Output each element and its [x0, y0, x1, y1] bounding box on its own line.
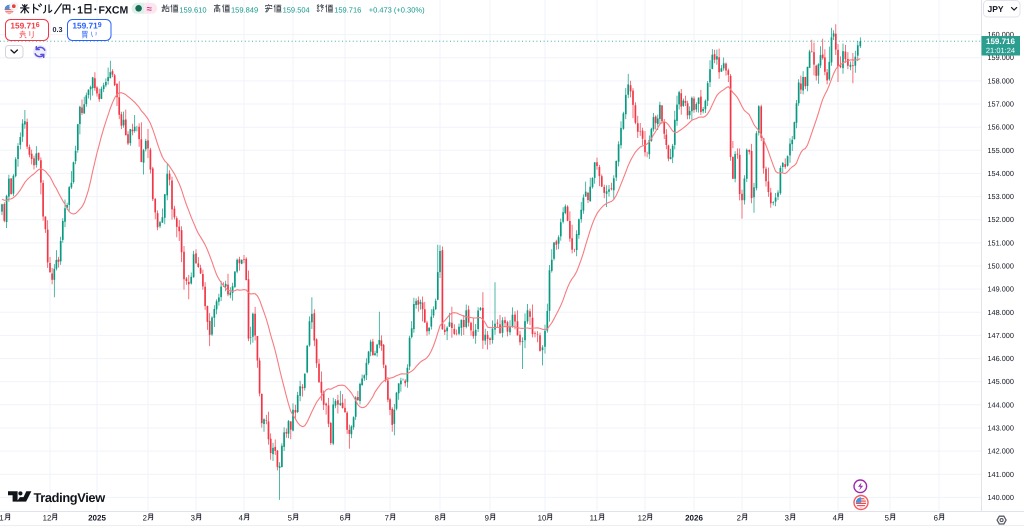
- svg-text:12: 12: [638, 513, 647, 522]
- svg-text:FXCM: FXCM: [99, 4, 129, 16]
- svg-text:2: 2: [737, 513, 741, 522]
- svg-text:TradingView: TradingView: [34, 490, 106, 505]
- svg-text:143.000: 143.000: [988, 424, 1014, 433]
- svg-text:154.000: 154.000: [988, 169, 1014, 178]
- svg-text:140.000: 140.000: [988, 493, 1014, 502]
- svg-text:6: 6: [340, 513, 344, 522]
- svg-text:JPY: JPY: [988, 4, 1004, 14]
- svg-text:7: 7: [385, 513, 389, 522]
- svg-text:159.716: 159.716: [334, 5, 361, 14]
- svg-text:147.000: 147.000: [988, 331, 1014, 340]
- svg-text:21:01:24: 21:01:24: [986, 46, 1015, 55]
- svg-text:10: 10: [538, 513, 547, 522]
- svg-text:159.849: 159.849: [231, 5, 258, 14]
- svg-text:142.000: 142.000: [988, 447, 1014, 456]
- svg-text:4: 4: [833, 513, 838, 522]
- svg-text:2: 2: [143, 513, 147, 522]
- svg-text:5: 5: [288, 513, 293, 522]
- svg-text:144.000: 144.000: [988, 400, 1014, 409]
- svg-text:159.610: 159.610: [179, 5, 206, 14]
- svg-text:8: 8: [435, 513, 439, 522]
- svg-text:3: 3: [191, 513, 195, 522]
- svg-text:141.000: 141.000: [988, 470, 1014, 479]
- svg-text:12: 12: [43, 513, 52, 522]
- svg-text:160.000: 160.000: [988, 30, 1014, 39]
- svg-text:2025: 2025: [88, 514, 106, 523]
- svg-text:3: 3: [785, 513, 789, 522]
- svg-text:159.716: 159.716: [10, 21, 39, 31]
- svg-text:159.504: 159.504: [283, 5, 310, 14]
- svg-text:+0.473 (+0.30%): +0.473 (+0.30%): [369, 5, 425, 14]
- svg-text:4: 4: [239, 513, 244, 522]
- svg-text:≈: ≈: [147, 4, 153, 15]
- svg-text:1: 1: [77, 4, 83, 16]
- svg-text:148.000: 148.000: [988, 308, 1014, 317]
- svg-text:158.000: 158.000: [988, 76, 1014, 85]
- svg-text:145.000: 145.000: [988, 377, 1014, 386]
- svg-text:6: 6: [934, 513, 938, 522]
- svg-text:9: 9: [485, 513, 489, 522]
- svg-text:153.000: 153.000: [988, 192, 1014, 201]
- svg-text:150.000: 150.000: [988, 262, 1014, 271]
- svg-text:159.716: 159.716: [986, 37, 1015, 46]
- svg-text:0.3: 0.3: [53, 25, 63, 34]
- svg-text:2026: 2026: [685, 514, 703, 523]
- svg-text:152.000: 152.000: [988, 215, 1014, 224]
- svg-text:155.000: 155.000: [988, 146, 1014, 155]
- svg-text:156.000: 156.000: [988, 123, 1014, 132]
- svg-text:11: 11: [590, 513, 598, 522]
- svg-text:11: 11: [0, 513, 4, 522]
- svg-text:157.000: 157.000: [988, 100, 1014, 109]
- svg-text:5: 5: [885, 513, 890, 522]
- svg-text:149.000: 149.000: [988, 285, 1014, 294]
- svg-text:151.000: 151.000: [988, 238, 1014, 247]
- svg-text:159.000: 159.000: [988, 53, 1014, 62]
- svg-text:146.000: 146.000: [988, 354, 1014, 363]
- svg-text:159.719: 159.719: [72, 21, 101, 31]
